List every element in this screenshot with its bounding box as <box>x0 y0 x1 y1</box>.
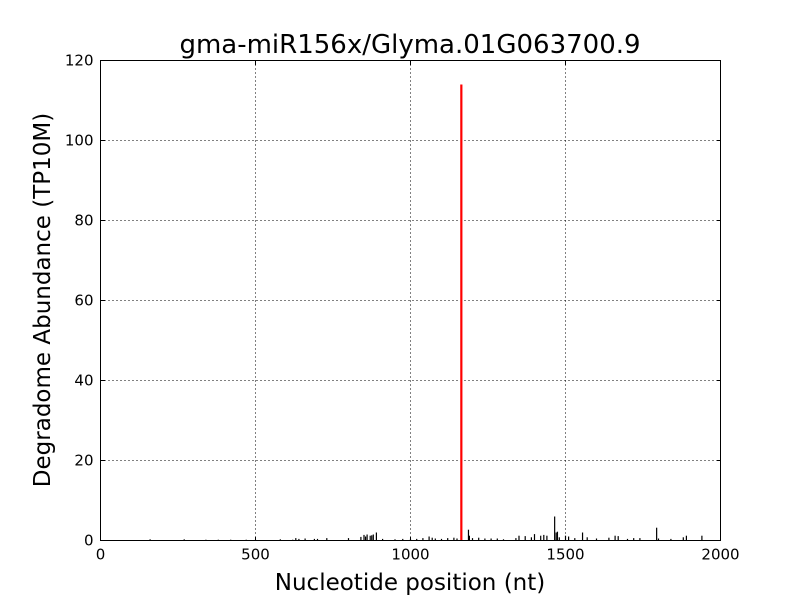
x-tick-label: 1500 <box>546 546 584 564</box>
y-tick-label: 120 <box>65 52 94 70</box>
x-tick-label: 2000 <box>701 546 739 564</box>
x-tick-label: 0 <box>96 546 106 564</box>
y-tick-label: 20 <box>74 452 93 470</box>
y-tick-label: 0 <box>84 532 94 550</box>
y-tick-label: 40 <box>74 372 93 390</box>
x-tick-label: 500 <box>241 546 270 564</box>
y-tick-label: 60 <box>74 292 93 310</box>
x-axis-label: Nucleotide position (nt) <box>275 570 545 596</box>
plot-frame <box>100 60 721 541</box>
x-tick-label: 1000 <box>391 546 429 564</box>
y-tick-label: 100 <box>65 132 94 150</box>
y-axis-label: Degradome Abundance (TP10M) <box>30 113 56 487</box>
y-tick-label: 80 <box>74 212 93 230</box>
chart-title: gma-miR156x/Glyma.01G063700.9 <box>179 30 640 60</box>
